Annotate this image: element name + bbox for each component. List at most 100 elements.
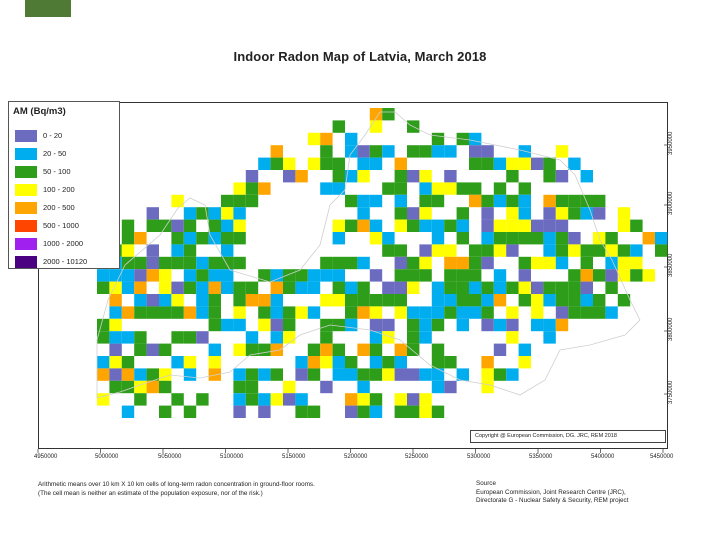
- map-cell: [543, 194, 556, 208]
- map-cell: [555, 219, 569, 232]
- map-cell: [394, 207, 407, 220]
- map-cell: [431, 306, 445, 319]
- map-cell: [295, 269, 308, 282]
- map-cell: [270, 331, 283, 344]
- source-line: European Commission, Joint Research Cent…: [476, 488, 626, 496]
- map-cell: [270, 294, 283, 307]
- map-cell: [345, 170, 358, 183]
- map-cell: [382, 182, 395, 195]
- map-cell: [307, 368, 321, 381]
- map-cell: [332, 182, 345, 195]
- map-cell: [605, 281, 618, 294]
- map-cell: [518, 207, 531, 220]
- map-cell: [97, 269, 110, 282]
- map-cell: [97, 281, 110, 294]
- map-cell: [444, 170, 457, 183]
- map-cell: [369, 194, 383, 208]
- map-cell: [543, 318, 556, 332]
- map-cell: [221, 318, 234, 332]
- map-cell: [134, 306, 147, 319]
- note-line: Arithmetic means over 10 km X 10 km cell…: [38, 481, 315, 488]
- x-tick-label: 5050000: [158, 454, 182, 460]
- map-cell: [431, 244, 445, 257]
- map-cell: [307, 157, 321, 170]
- map-cell: [518, 294, 531, 307]
- map-cell: [283, 281, 296, 294]
- map-cell: [357, 219, 370, 232]
- map-cell: [171, 281, 184, 294]
- map-cell: [345, 256, 358, 270]
- map-cell: [171, 294, 184, 307]
- map-cell: [171, 306, 184, 319]
- map-cell: [121, 380, 135, 394]
- map-cell: [320, 294, 333, 307]
- map-cell: [630, 256, 643, 270]
- map-cell: [531, 281, 544, 294]
- map-cell: [97, 356, 110, 369]
- map-cell: [407, 343, 420, 356]
- map-cell: [307, 306, 321, 319]
- map-cell: [258, 157, 271, 170]
- map-cell: [146, 207, 159, 220]
- map-cell: [456, 232, 469, 245]
- map-cell: [407, 207, 420, 220]
- map-cell: [369, 318, 383, 332]
- map-cell: [171, 244, 184, 257]
- map-cell: [171, 232, 184, 245]
- map-cell: [283, 157, 296, 170]
- map-cell: [506, 194, 519, 208]
- map-cell: [146, 343, 159, 356]
- map-cell: [208, 207, 221, 220]
- map-cell: [469, 269, 482, 282]
- map-cell: [506, 207, 519, 220]
- y-tick-label: 3900000: [668, 191, 674, 215]
- map-cell: [568, 207, 581, 220]
- map-cell: [506, 331, 519, 344]
- map-cell: [295, 393, 308, 406]
- map-cell: [208, 294, 221, 307]
- map-cell: [109, 356, 122, 369]
- map-cell: [196, 294, 209, 307]
- map-cell: [444, 145, 457, 158]
- map-cell: [295, 356, 308, 369]
- map-cell: [481, 380, 494, 394]
- country-border: [96, 111, 641, 399]
- map-cell: [531, 318, 544, 332]
- map-cell: [345, 132, 358, 146]
- map-cell: [320, 356, 333, 369]
- map-cell: [531, 256, 544, 270]
- map-cell: [444, 281, 457, 294]
- x-tick-label: 5350000: [529, 454, 553, 460]
- map-cell: [593, 194, 606, 208]
- map-cell: [283, 331, 296, 344]
- map-cell: [345, 405, 358, 418]
- y-tick-label: 3950000: [668, 131, 674, 155]
- map-cell: [655, 244, 668, 257]
- map-cell: [345, 281, 358, 294]
- map-cell: [456, 281, 469, 294]
- map-cell: [407, 145, 420, 158]
- map-cell: [183, 405, 197, 418]
- map-cell: [245, 170, 259, 183]
- map-cell: [369, 306, 383, 319]
- map-cell: [357, 256, 370, 270]
- map-cell: [431, 232, 445, 245]
- map-cell: [146, 244, 159, 257]
- map-cell: [109, 380, 122, 394]
- map-cell: [345, 306, 358, 319]
- map-cell: [233, 219, 246, 232]
- map-cell: [469, 182, 482, 195]
- map-cell: [121, 269, 135, 282]
- map-cell: [469, 244, 482, 257]
- map-cell: [431, 343, 445, 356]
- map-cell: [506, 232, 519, 245]
- map-cell: [332, 219, 345, 232]
- map-cell: [630, 244, 643, 257]
- note-line: (The cell mean is neither an estimate of…: [38, 490, 263, 497]
- map-cell: [332, 281, 345, 294]
- map-cell: [258, 182, 271, 195]
- map-cell: [320, 182, 333, 195]
- map-cell: [444, 256, 457, 270]
- x-tick-label: 4950000: [34, 454, 58, 460]
- map-cell: [121, 281, 135, 294]
